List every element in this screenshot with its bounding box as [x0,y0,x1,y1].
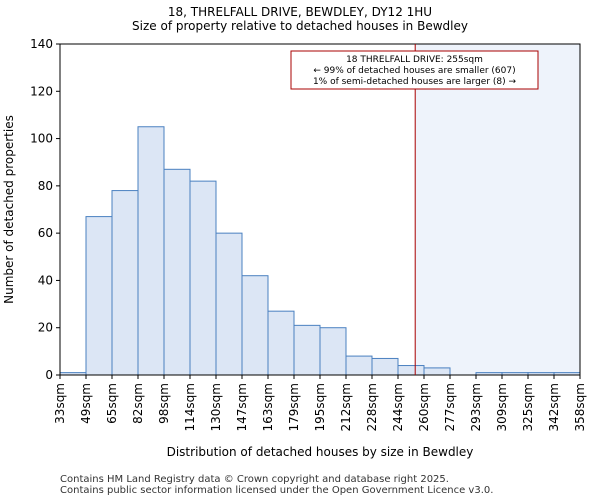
chart-subtitle: Size of property relative to detached ho… [132,19,468,33]
bar-179sqm [293,324,321,376]
y-tick-label-40: 40 [38,273,53,287]
x-tick-label-228sqm: 228sqm [365,383,379,431]
bar-49sqm [85,216,113,376]
x-tick-label-163sqm: 163sqm [261,383,275,431]
bar-195sqm [319,327,347,376]
x-tick-label-114sqm: 114sqm [183,383,197,431]
bar-228sqm [371,357,399,376]
y-axis: 0 20 40 60 80 100 120 140 [30,37,60,382]
y-tick-label-100: 100 [30,132,53,146]
bar-82sqm [137,126,165,376]
x-tick-label-65sqm: 65sqm [105,383,119,424]
bar-163sqm [267,310,295,376]
x-tick-label-195sqm: 195sqm [313,383,327,431]
annotation-line-1: 18 THRELFALL DRIVE: 255sqm [346,55,483,65]
x-tick-label-98sqm: 98sqm [157,383,171,424]
bar-114sqm [189,180,217,376]
y-tick-label-120: 120 [30,84,53,98]
x-tick-label-342sqm: 342sqm [547,383,561,431]
annotation-line-2: ← 99% of detached houses are smaller (60… [313,66,515,76]
footer-line-1: Contains HM Land Registry data © Crown c… [60,474,449,485]
x-tick-label-147sqm: 147sqm [235,383,249,431]
y-axis-label: Number of detached properties [2,115,16,304]
x-tick-label-325sqm: 325sqm [521,383,535,431]
chart-title: 18, THRELFALL DRIVE, BEWDLEY, DY12 1HU [167,5,433,19]
x-tick-label-130sqm: 130sqm [209,383,223,431]
x-tick-label-49sqm: 49sqm [79,383,93,424]
x-tick-label-33sqm: 33sqm [53,383,67,424]
bars-group [59,126,581,376]
bar-147sqm [241,275,269,376]
x-tick-label-244sqm: 244sqm [391,383,405,431]
highlight-region [415,44,580,375]
x-tick-label-212sqm: 212sqm [339,383,353,431]
x-tick-label-260sqm: 260sqm [417,383,431,431]
y-tick-label-80: 80 [38,179,53,193]
bar-130sqm [215,232,243,376]
annotation-box [290,50,539,90]
y-tick-label-0: 0 [45,368,53,382]
bar-65sqm [111,190,139,376]
footer-line-2: Contains public sector information licen… [60,485,494,496]
bar-244sqm [397,365,425,376]
x-axis-label: Distribution of detached houses by size … [167,445,474,459]
x-tick-label-293sqm: 293sqm [469,383,483,431]
x-tick-label-358sqm: 358sqm [573,383,587,431]
x-tick-label-82sqm: 82sqm [131,383,145,424]
bar-212sqm [345,355,373,376]
bar-260sqm [423,367,451,376]
x-tick-label-179sqm: 179sqm [287,383,301,431]
y-tick-label-140: 140 [30,37,53,51]
x-axis: 33sqm 49sqm 65sqm 82sqm 98sqm 114sqm 130sqm 147… [53,375,587,431]
x-tick-label-277sqm: 277sqm [443,383,457,431]
annotation-line-3: 1% of semi-detached houses are larger (8… [313,77,517,87]
x-tick-label-309sqm: 309sqm [495,383,509,431]
bar-98sqm [163,168,191,376]
y-tick-label-20: 20 [38,321,53,335]
y-tick-label-60: 60 [38,226,53,240]
